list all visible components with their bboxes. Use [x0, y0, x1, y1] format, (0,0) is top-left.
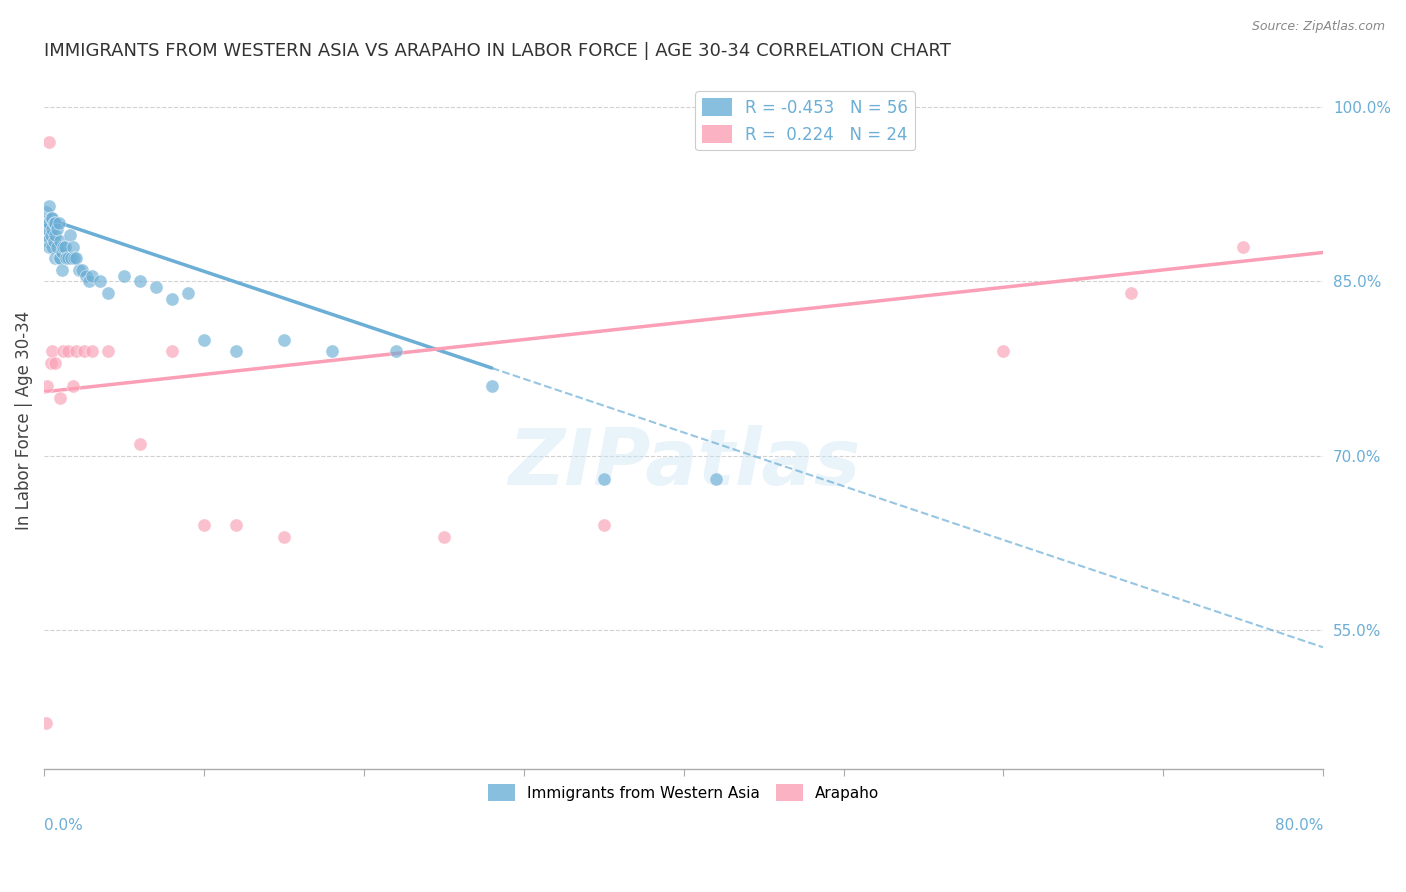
Point — [225, 518, 247, 533]
Point — [481, 379, 503, 393]
Point — [60, 252, 83, 266]
Point — [129, 275, 152, 289]
Point — [44, 227, 66, 242]
Point — [51, 245, 73, 260]
Point — [433, 530, 456, 544]
Point — [193, 333, 215, 347]
Point — [52, 240, 75, 254]
Point — [44, 216, 66, 230]
Point — [592, 472, 614, 486]
Point — [44, 252, 66, 266]
Point — [55, 252, 77, 266]
Point — [62, 379, 84, 393]
Y-axis label: In Labor Force | Age 30-34: In Labor Force | Age 30-34 — [15, 311, 32, 531]
Point — [273, 333, 295, 347]
Point — [45, 222, 67, 236]
Point — [80, 268, 103, 283]
Point — [177, 286, 200, 301]
Text: Source: ZipAtlas.com: Source: ZipAtlas.com — [1251, 20, 1385, 33]
Point — [67, 263, 90, 277]
Point — [73, 344, 96, 359]
Point — [77, 275, 100, 289]
Point — [1232, 240, 1254, 254]
Point — [112, 268, 135, 283]
Point — [41, 211, 63, 225]
Point — [145, 280, 167, 294]
Point — [193, 518, 215, 533]
Point — [35, 216, 58, 230]
Point — [37, 379, 59, 393]
Point — [41, 240, 63, 254]
Point — [38, 135, 60, 149]
Text: IMMIGRANTS FROM WESTERN ASIA VS ARAPAHO IN LABOR FORCE | AGE 30-34 CORRELATION C: IMMIGRANTS FROM WESTERN ASIA VS ARAPAHO … — [44, 42, 950, 60]
Point — [160, 344, 183, 359]
Point — [42, 216, 65, 230]
Point — [35, 204, 58, 219]
Point — [53, 240, 76, 254]
Point — [56, 344, 79, 359]
Point — [704, 472, 727, 486]
Point — [97, 344, 120, 359]
Point — [321, 344, 343, 359]
Point — [49, 252, 72, 266]
Point — [65, 252, 87, 266]
Point — [49, 391, 72, 405]
Point — [56, 252, 79, 266]
Point — [41, 222, 63, 236]
Point — [35, 715, 58, 730]
Point — [39, 356, 62, 370]
Point — [44, 356, 66, 370]
Legend: Immigrants from Western Asia, Arapaho: Immigrants from Western Asia, Arapaho — [482, 778, 886, 807]
Point — [97, 286, 120, 301]
Point — [37, 234, 59, 248]
Point — [38, 216, 60, 230]
Point — [38, 240, 60, 254]
Point — [52, 344, 75, 359]
Point — [37, 216, 59, 230]
Point — [89, 275, 111, 289]
Point — [48, 252, 70, 266]
Point — [49, 234, 72, 248]
Point — [63, 252, 86, 266]
Point — [129, 437, 152, 451]
Point — [37, 222, 59, 236]
Point — [80, 344, 103, 359]
Point — [51, 263, 73, 277]
Point — [62, 240, 84, 254]
Text: ZIPatlas: ZIPatlas — [508, 425, 860, 500]
Point — [45, 240, 67, 254]
Point — [35, 227, 58, 242]
Point — [59, 227, 82, 242]
Point — [225, 344, 247, 359]
Point — [38, 199, 60, 213]
Point — [385, 344, 408, 359]
Text: 0.0%: 0.0% — [44, 818, 83, 833]
Point — [42, 234, 65, 248]
Point — [72, 263, 94, 277]
Point — [75, 268, 97, 283]
Point — [41, 344, 63, 359]
Point — [592, 518, 614, 533]
Point — [993, 344, 1015, 359]
Point — [65, 344, 87, 359]
Text: 80.0%: 80.0% — [1275, 818, 1323, 833]
Point — [48, 216, 70, 230]
Point — [273, 530, 295, 544]
Point — [1121, 286, 1143, 301]
Point — [39, 211, 62, 225]
Point — [39, 227, 62, 242]
Point — [160, 292, 183, 306]
